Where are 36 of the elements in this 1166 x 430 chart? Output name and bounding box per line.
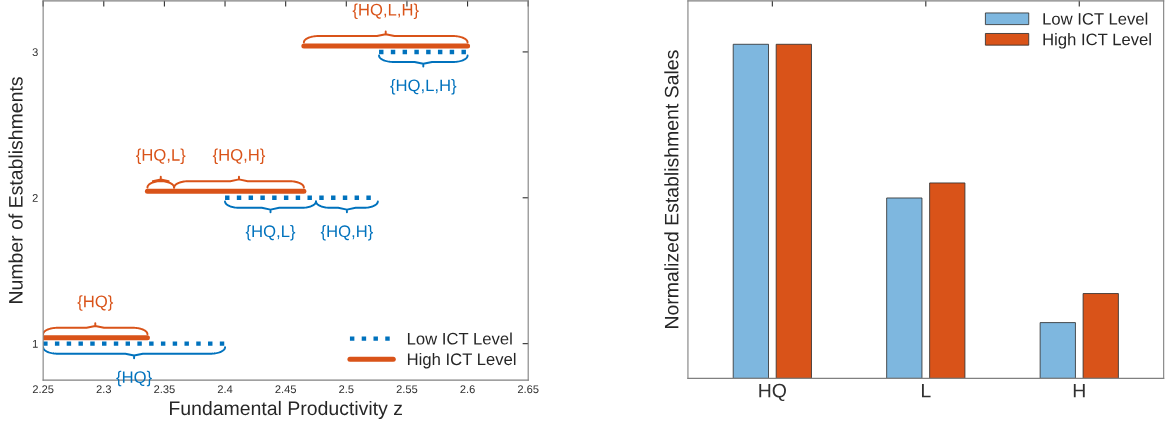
annotation: {HQ,H} bbox=[212, 148, 266, 165]
annotation: {HQ,L,H} bbox=[390, 79, 457, 95]
x-tick-label: 2.4 bbox=[217, 385, 233, 394]
x-tick-label: 2.55 bbox=[396, 385, 418, 394]
x-tick-label: 2.65 bbox=[517, 385, 539, 394]
x-tick-label: H bbox=[1073, 383, 1085, 398]
annotation: {HQ,L,H} bbox=[352, 3, 419, 19]
x-tick-label: L bbox=[921, 383, 931, 398]
legend-label: High ICT Level bbox=[407, 352, 516, 369]
bar bbox=[775, 43, 812, 379]
annotation: {HQ} bbox=[116, 370, 152, 387]
annotation: {HQ,L} bbox=[136, 148, 186, 165]
y-tick-label: 1 bbox=[32, 340, 38, 348]
x-tick-label: HQ bbox=[759, 383, 786, 402]
x-tick-label: 2.45 bbox=[275, 385, 297, 394]
bar bbox=[886, 197, 923, 379]
x-tick-label: 2.5 bbox=[339, 385, 354, 394]
legend-label: High ICT Level bbox=[1043, 33, 1151, 49]
bar bbox=[1039, 322, 1076, 379]
x-axis-title: Fundamental Productivity z bbox=[170, 400, 402, 420]
y-axis-title: Number of Establishments bbox=[8, 77, 23, 303]
x-tick-label: 2.3 bbox=[96, 385, 112, 394]
annotation: {HQ,H} bbox=[320, 224, 374, 241]
bar bbox=[929, 182, 966, 379]
bar bbox=[732, 43, 769, 379]
x-tick-label: 2.6 bbox=[460, 385, 475, 394]
annotation: {HQ} bbox=[77, 295, 114, 311]
legend-label: Low ICT Level bbox=[407, 332, 512, 345]
y-axis-title: Normalized Establishment Sales bbox=[664, 50, 679, 328]
bar bbox=[1082, 293, 1119, 379]
legend-label: Low ICT Level bbox=[1043, 12, 1148, 25]
x-tick-label: 2.25 bbox=[32, 385, 54, 394]
x-tick-label: 2.35 bbox=[154, 385, 175, 394]
y-tick-label: 3 bbox=[32, 48, 38, 57]
annotation: {HQ,L} bbox=[245, 224, 296, 241]
y-tick-label: 2 bbox=[32, 194, 38, 202]
